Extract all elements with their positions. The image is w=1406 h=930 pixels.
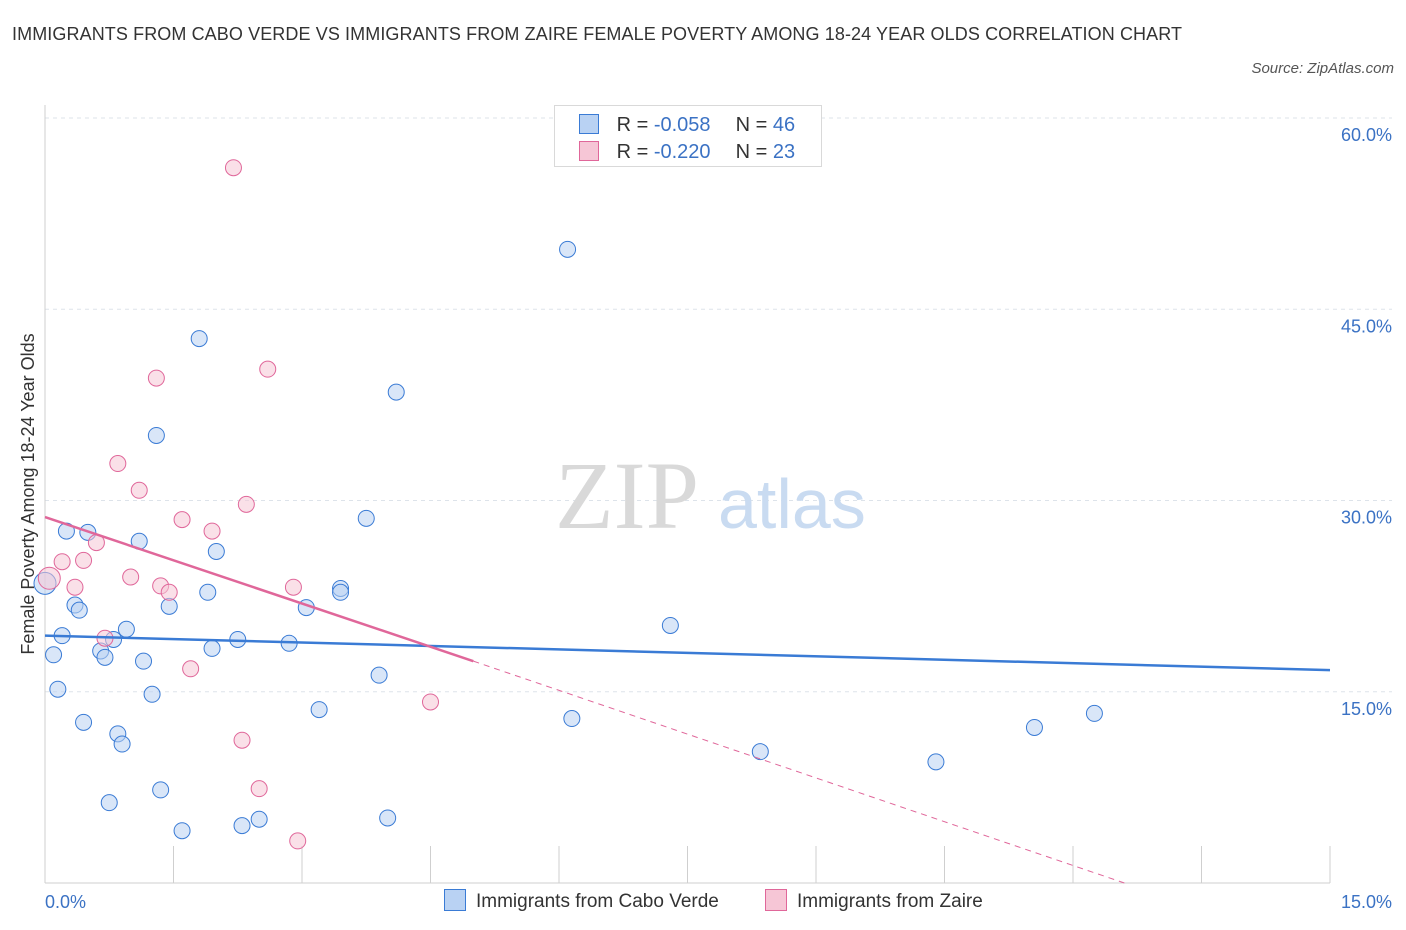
cabo-verde-point (661, 616, 679, 634)
zaire-point (233, 731, 251, 749)
zaire-point (122, 568, 140, 586)
cabo-verde-point (310, 701, 328, 719)
zaire-point (75, 551, 93, 569)
cabo-verde-point (370, 666, 388, 684)
cabo-verde-point (173, 822, 191, 840)
y-tick-label: 30.0% (1341, 508, 1392, 528)
legend-row-zaire: R = -0.220 N = 23 (579, 141, 795, 165)
legend-n-value: 46 (772, 114, 796, 136)
cabo-verde-point (49, 680, 67, 698)
cabo-verde-point (207, 543, 225, 560)
zaire-point (173, 511, 191, 529)
cabo-verde-point (70, 601, 88, 619)
legend-item-cabo-verde: Immigrants from Cabo Verde (444, 889, 719, 913)
cabo-verde-point (233, 817, 251, 835)
legend-n-label: N = (735, 114, 768, 136)
source-label: Source: ZipAtlas.com (1251, 60, 1394, 77)
series-zaire (37, 159, 439, 850)
legend-r-value: -0.220 (653, 141, 711, 163)
cabo-verde-trend-line (44, 634, 1331, 672)
cabo-verde-point (332, 583, 350, 601)
legend-row-cabo-verde: R = -0.058 N = 46 (579, 114, 795, 138)
legend-n-value: 23 (772, 141, 796, 163)
zaire-point (259, 360, 277, 378)
legend-swatch-blue (444, 889, 466, 911)
zaire-point (130, 481, 148, 499)
cabo-verde-point (1085, 704, 1103, 722)
cabo-verde-point (559, 240, 577, 258)
grid-lines (45, 117, 1392, 693)
cabo-verde-point (1025, 718, 1043, 736)
zaire-trend-extension (473, 660, 1125, 884)
zaire-point (160, 583, 178, 601)
stats-legend: R = -0.058 N = 46 R = -0.220 N = 23 (554, 105, 822, 167)
x-ticks (44, 846, 1331, 883)
zaire-point (66, 578, 84, 596)
zaire-point (37, 566, 61, 590)
watermark-atlas: atlas (718, 465, 866, 543)
watermark-zip: ZIP (555, 442, 699, 549)
cabo-verde-point (75, 713, 93, 731)
cabo-verde-point (152, 781, 170, 799)
cabo-verde-point (45, 646, 63, 664)
cabo-verde-point (100, 794, 118, 812)
cabo-verde-point (117, 620, 135, 638)
watermark: ZIP atlas (555, 442, 866, 549)
legend-r-label: R = (616, 114, 649, 136)
legend-r-value: -0.058 (653, 114, 711, 136)
zaire-point (224, 159, 242, 177)
cabo-verde-point (113, 735, 131, 753)
legend-item-zaire: Immigrants from Zaire (765, 889, 983, 913)
x-tick-label-max: 15.0% (1341, 892, 1392, 912)
y-tick-labels: 15.0% 30.0% 45.0% 60.0% (1341, 125, 1392, 719)
zaire-trend-line (44, 515, 474, 663)
legend-n-label: N = (735, 141, 768, 163)
legend-r-label: R = (616, 141, 649, 163)
cabo-verde-point (203, 639, 221, 657)
legend-swatch-blue (579, 114, 599, 134)
y-tick-label: 45.0% (1341, 316, 1392, 336)
x-tick-label-min: 0.0% (45, 892, 86, 912)
chart-title: IMMIGRANTS FROM CABO VERDE VS IMMIGRANTS… (12, 24, 1183, 44)
cabo-verde-point (143, 685, 161, 703)
cabo-verde-point (135, 652, 153, 670)
y-tick-label: 60.0% (1341, 125, 1392, 145)
cabo-verde-point (199, 583, 217, 601)
cabo-verde-point (927, 753, 945, 771)
cabo-verde-point (190, 330, 208, 348)
zaire-point (109, 455, 127, 473)
zaire-point (53, 553, 71, 571)
legend-swatch-pink (765, 889, 787, 911)
legend-label-zaire: Immigrants from Zaire (797, 891, 983, 912)
cabo-verde-point (96, 648, 114, 666)
cabo-verde-point (147, 426, 165, 444)
zaire-point (237, 495, 255, 513)
zaire-point (147, 369, 165, 387)
cabo-verde-point (357, 509, 375, 527)
zaire-point (250, 780, 268, 798)
cabo-verde-point (751, 743, 769, 761)
zaire-point (422, 693, 439, 711)
y-axis-label: Female Poverty Among 18-24 Year Olds (18, 333, 38, 654)
y-tick-label: 15.0% (1341, 699, 1392, 719)
zaire-point (203, 522, 221, 540)
cabo-verde-point (379, 809, 397, 827)
trend-lines (44, 515, 1331, 884)
legend-swatch-pink (579, 141, 599, 161)
legend-label-cabo-verde: Immigrants from Cabo Verde (476, 891, 719, 912)
zaire-point (289, 832, 307, 850)
cabo-verde-point (387, 383, 405, 401)
cabo-verde-point (250, 810, 268, 828)
zaire-point (284, 578, 302, 596)
zaire-point (182, 660, 200, 678)
cabo-verde-point (563, 710, 581, 728)
